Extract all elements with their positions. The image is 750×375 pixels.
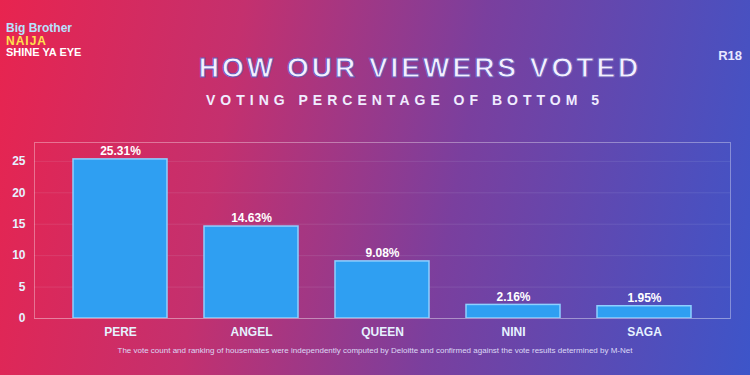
svg-text:0: 0 xyxy=(19,311,26,325)
html-text:Big Brother: Big Brother xyxy=(6,21,72,35)
svg-text:5: 5 xyxy=(19,280,26,294)
html-text:VOTING PERCENTAGE OF BOTTOM 5: VOTING PERCENTAGE OF BOTTOM 5 xyxy=(206,92,604,108)
html-text:The vote count and ranking of: The vote count and ranking of housemates… xyxy=(117,346,633,355)
svg-text:SAGA: SAGA xyxy=(627,325,662,339)
svg-text:ANGEL: ANGEL xyxy=(231,325,273,339)
svg-text:25: 25 xyxy=(12,154,26,168)
html-text:R18: R18 xyxy=(718,48,742,63)
svg-text:10: 10 xyxy=(12,248,26,262)
html-text:HOW OUR VIEWERS VOTED: HOW OUR VIEWERS VOTED xyxy=(198,52,642,83)
svg-text:QUEEN: QUEEN xyxy=(361,325,404,339)
svg-text:NINI: NINI xyxy=(502,325,526,339)
svg-text:14.63%: 14.63% xyxy=(231,211,272,225)
svg-text:25.31%: 25.31% xyxy=(100,144,141,158)
svg-text:9.08%: 9.08% xyxy=(365,246,399,260)
html-text:NAIJA: NAIJA xyxy=(6,33,47,48)
svg-text:PERE: PERE xyxy=(104,325,137,339)
svg-text:20: 20 xyxy=(12,186,26,200)
svg-text:1.95%: 1.95% xyxy=(627,291,661,305)
html-text:SHINE YA EYE: SHINE YA EYE xyxy=(6,46,82,59)
svg-text:2.16%: 2.16% xyxy=(496,290,530,304)
svg-text:15: 15 xyxy=(12,217,26,231)
